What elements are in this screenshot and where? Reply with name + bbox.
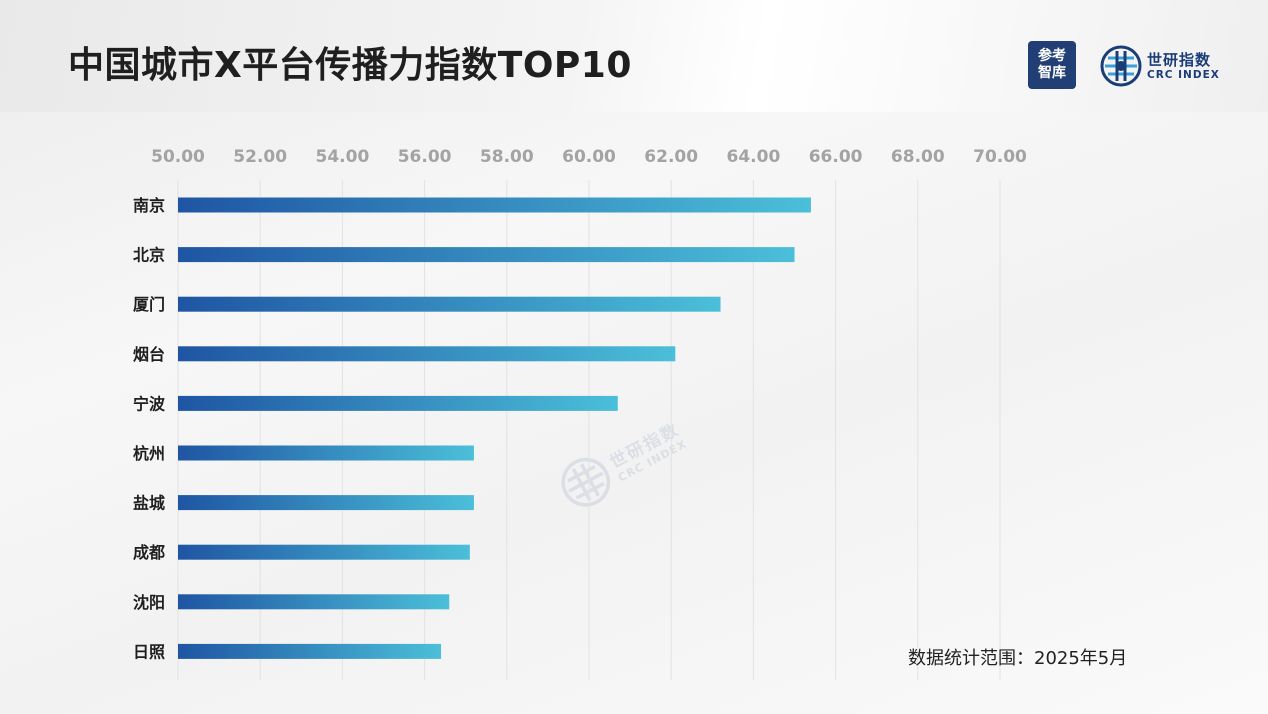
x-tick-label: 62.00 <box>644 147 698 167</box>
category-label: 成都 <box>133 543 165 562</box>
x-tick-label: 68.00 <box>891 147 945 167</box>
crc-globe-icon <box>1100 45 1142 87</box>
category-label: 南京 <box>133 196 165 215</box>
x-tick-label: 54.00 <box>316 147 370 167</box>
page-title: 中国城市X平台传播力指数TOP10 <box>68 45 632 86</box>
category-label: 日照 <box>133 642 165 661</box>
watermark-globe-icon <box>561 457 611 507</box>
bar <box>178 247 795 263</box>
watermark: 世研指数 CRC INDEX <box>552 410 692 516</box>
crc-logo-en: CRC INDEX <box>1147 68 1220 81</box>
bar <box>178 544 470 560</box>
data-range-footnote: 数据统计范围：2025年5月 <box>908 648 1128 669</box>
category-label: 沈阳 <box>133 593 165 612</box>
crc-logo-cn: 世研指数 <box>1147 50 1212 69</box>
x-tick-label: 70.00 <box>973 147 1027 167</box>
bar <box>178 643 442 659</box>
x-tick-label: 56.00 <box>398 147 452 167</box>
x-axis-ticks: 50.00 52.00 54.00 56.00 58.00 60.00 62.00 64.00… <box>151 147 1027 167</box>
bar <box>178 296 721 312</box>
category-label: 杭州 <box>133 444 165 463</box>
category-label: 北京 <box>133 246 165 265</box>
bar <box>178 395 618 411</box>
cankao-zhiku-logo: 参考 智库 <box>1028 41 1076 89</box>
category-label: 厦门 <box>133 295 165 314</box>
bar <box>178 495 474 511</box>
bar <box>178 346 676 362</box>
cankao-logo-line1: 参考 <box>1038 48 1066 64</box>
bar <box>178 445 474 461</box>
cankao-logo-line2: 智库 <box>1038 65 1066 81</box>
x-tick-label: 50.00 <box>151 147 205 167</box>
x-tick-label: 52.00 <box>233 147 287 167</box>
chart-bars <box>178 197 811 659</box>
chart-gridlines <box>177 180 1001 680</box>
bar <box>178 594 450 610</box>
crc-index-logo: 世研指数 CRC INDEX <box>1100 44 1230 88</box>
bar <box>178 197 811 213</box>
x-tick-label: 66.00 <box>809 147 863 167</box>
category-label: 盐城 <box>133 494 165 513</box>
x-tick-label: 60.00 <box>562 147 616 167</box>
x-tick-label: 64.00 <box>727 147 781 167</box>
category-label: 宁波 <box>133 394 166 413</box>
category-label: 烟台 <box>133 345 165 364</box>
x-tick-label: 58.00 <box>480 147 534 167</box>
